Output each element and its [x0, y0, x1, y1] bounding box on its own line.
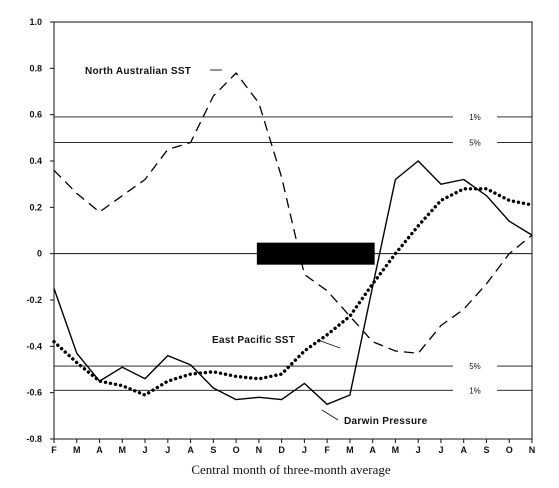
- significance-label: 5%: [469, 362, 481, 371]
- annotations: North Australian SST East Pacific SST Darw…: [85, 66, 428, 427]
- y-tick-label: -0.2: [26, 295, 42, 305]
- darwin-pressure-label-leader: [321, 409, 339, 421]
- x-tick-label: O: [506, 445, 513, 455]
- x-tick-label: J: [143, 445, 148, 455]
- x-tick-label: F: [51, 445, 57, 455]
- y-tick-label: 0.2: [29, 202, 42, 212]
- x-tick-label: O: [233, 445, 240, 455]
- darwin-pressure-line: [53, 160, 533, 405]
- series-group: [52, 72, 534, 405]
- x-tick-label: N: [256, 445, 263, 455]
- x-tick-label: S: [483, 445, 489, 455]
- y-tick-label: 0.8: [29, 63, 42, 73]
- x-tick-label: M: [73, 445, 81, 455]
- x-tick-label: A: [460, 445, 467, 455]
- x-tick-label: J: [302, 445, 307, 455]
- x-axis-label: Central month of three-month average: [191, 462, 390, 477]
- significance-lines: 1% 5% 5% 1%: [54, 113, 532, 395]
- east-pacific-sst-line: [52, 187, 534, 397]
- x-tick-label: M: [119, 445, 127, 455]
- north-australian-sst-label: North Australian SST: [85, 66, 191, 77]
- x-tick-label: S: [210, 445, 216, 455]
- significance-label: 1%: [469, 386, 481, 395]
- x-tick-label: D: [278, 445, 285, 455]
- event-bar: [256, 242, 375, 265]
- darwin-pressure-label: Darwin Pressure: [344, 416, 428, 427]
- y-tick-label: 0.6: [29, 110, 42, 120]
- north-australian-sst-line: [53, 72, 533, 354]
- y-tick-label: -0.6: [26, 388, 42, 398]
- y-axis: 1.0 0.8 0.6 0.4 0.2 0 -0.2 -0.4 -0.6 -0.8: [26, 17, 54, 444]
- x-tick-label: F: [324, 445, 330, 455]
- significance-label: 1%: [469, 113, 481, 122]
- x-tick-label: A: [369, 445, 376, 455]
- x-tick-label: N: [529, 445, 536, 455]
- plot-frame: [53, 21, 533, 440]
- y-tick-label: 0.4: [29, 156, 42, 166]
- x-tick-label: A: [187, 445, 194, 455]
- x-tick-label: J: [416, 445, 421, 455]
- y-tick-label: 1.0: [29, 17, 42, 27]
- east-pacific-sst-label-leader: [317, 339, 341, 349]
- x-tick-label: M: [392, 445, 400, 455]
- x-tick-label: A: [96, 445, 103, 455]
- y-tick-label: -0.8: [26, 434, 42, 444]
- x-tick-label: J: [165, 445, 170, 455]
- east-pacific-sst-label: East Pacific SST: [212, 335, 295, 346]
- x-tick-label: J: [438, 445, 443, 455]
- significance-label: 5%: [469, 138, 481, 147]
- y-tick-label: -0.4: [26, 341, 42, 351]
- y-tick-label: 0: [37, 249, 42, 259]
- x-tick-label: M: [346, 445, 354, 455]
